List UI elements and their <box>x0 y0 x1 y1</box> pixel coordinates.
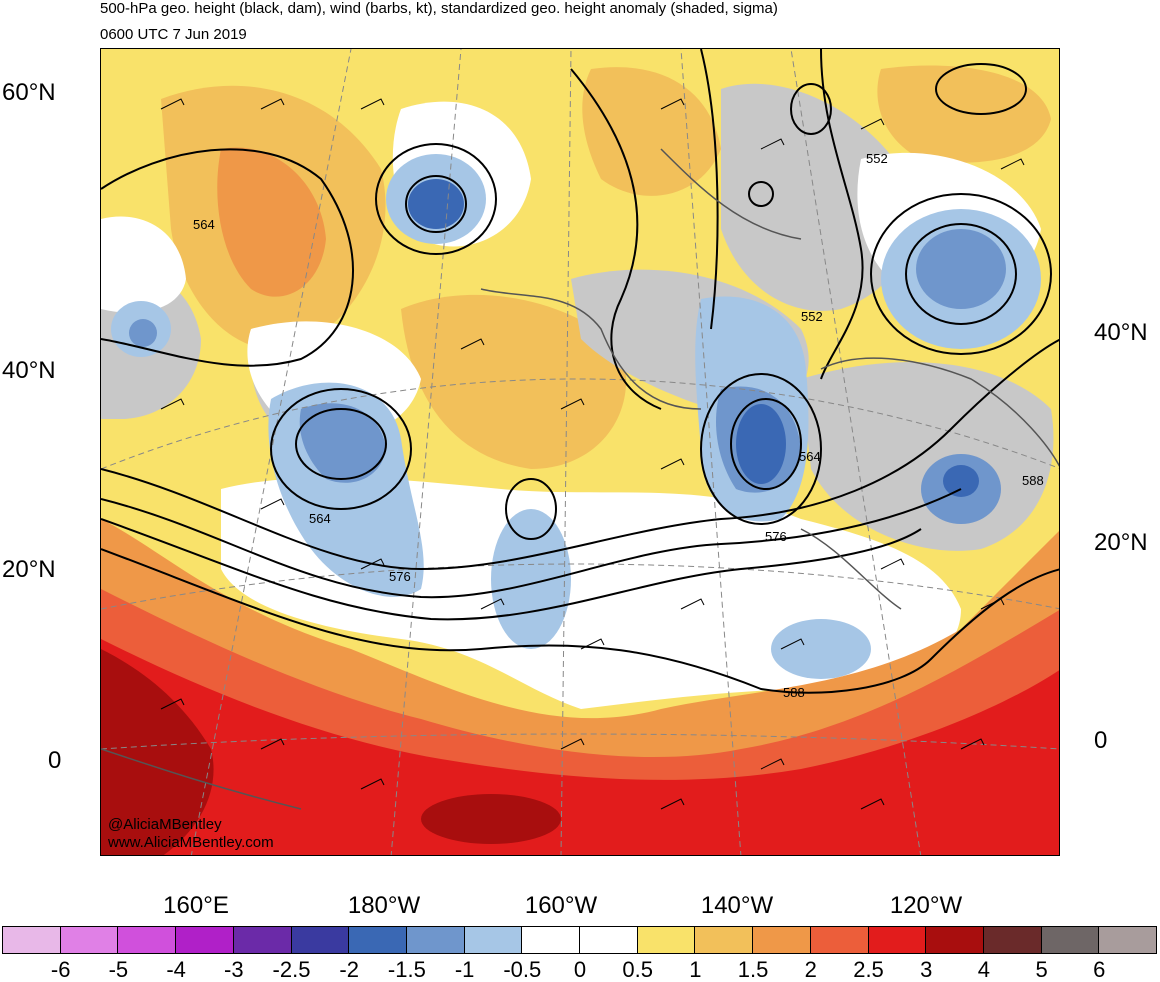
anomaly-fill-darkred-west <box>101 649 214 855</box>
anomaly-fill-orange-north <box>582 67 721 196</box>
colorbar-tick-label: 2 <box>804 957 817 982</box>
lat-label-left-60n: 60°N <box>2 79 56 106</box>
colorbar-tick-label: -0.5 <box>503 957 542 982</box>
colorbar-tick-label: -6 <box>50 957 71 982</box>
lat-label-left-20n: 20°N <box>2 556 56 583</box>
colorbar-swatch <box>463 926 523 954</box>
colorbar-tick-label: 1.5 <box>737 957 769 982</box>
anomaly-fill-grey-north <box>721 83 913 311</box>
valid-time: 0600 UTC 7 Jun 2019 <box>100 26 247 43</box>
weather-map: 564 552 552 564 564 576 576 588 588 <box>101 49 1059 855</box>
contour-label: 588 <box>783 685 805 700</box>
colorbar-tick-label: -1 <box>454 957 475 982</box>
anomaly-fill-blue-gulf-center <box>736 404 786 484</box>
watermark-url: www.AliciaMBentley.com <box>108 834 274 851</box>
colorbar-tick-label: 2.5 <box>853 957 884 982</box>
colorbar-tick-label: 4 <box>977 957 991 982</box>
lat-label-right-40n: 40°N <box>1094 319 1148 346</box>
height-contours <box>101 49 1059 694</box>
map-title: 500-hPa geo. height (black, dam), wind (… <box>100 0 778 17</box>
anomaly-fill-blue-south <box>771 619 871 679</box>
anomaly-fill-orange-center <box>401 294 627 469</box>
lat-label-left-0: 0 <box>48 747 62 774</box>
contour-label: 552 <box>866 151 888 166</box>
contour-label: 552 <box>801 309 823 324</box>
anomaly-fill-orange-nw-core <box>217 147 326 297</box>
colorbar-tick-label: -2 <box>339 957 359 982</box>
lat-label-right-20n: 20°N <box>1094 529 1148 556</box>
colorbar-swatch <box>1098 926 1158 954</box>
colorbar-tick-label: -2.5 <box>272 957 311 982</box>
anomaly-fill-orange-ne <box>877 65 1051 163</box>
colorbar-swatch <box>867 926 927 954</box>
colorbar-tick-label: -1.5 <box>387 957 426 982</box>
colorbar-tick-label: 3 <box>920 957 933 982</box>
watermark: @AliciaMBentley www.AliciaMBentley.com <box>108 816 274 852</box>
lat-label-left-40n: 40°N <box>2 357 56 384</box>
colorbar-swatch <box>982 926 1042 954</box>
colorbar-tick-label: -4 <box>166 957 186 982</box>
contour-labels: 564 552 552 564 564 576 576 588 588 <box>193 151 1044 700</box>
anomaly-fill-blue-west-core <box>129 319 157 347</box>
lon-label-180w: 180°W <box>347 892 421 919</box>
colorbar-swatch <box>925 926 984 954</box>
watermark-handle: @AliciaMBentley <box>108 816 222 833</box>
anomaly-fill-white-nw <box>101 216 186 313</box>
contour-label: 564 <box>309 511 331 526</box>
lat-label-right-0: 0 <box>1094 727 1108 754</box>
lon-label-160w: 160°W <box>524 892 598 919</box>
contour-label: 564 <box>193 217 215 232</box>
anomaly-fill-red-south <box>101 639 1059 855</box>
coastlines <box>101 148 1059 810</box>
anomaly-fill-blue-se-core <box>943 465 979 497</box>
colorbar-swatch <box>175 926 234 954</box>
lon-label-120w: 120°W <box>889 892 963 919</box>
colorbar-tick-label: -3 <box>224 957 244 982</box>
colorbar <box>2 926 1158 954</box>
colorbar-swatch <box>1040 926 1100 954</box>
colorbar-swatch <box>290 926 350 954</box>
colorbar-swatch <box>636 926 696 954</box>
colorbar-tick-label: 1 <box>689 957 702 982</box>
anomaly-fill-blue-low-north-core <box>408 179 464 229</box>
colorbar-tick-label: 5 <box>1035 957 1048 982</box>
colorbar-swatch <box>348 926 407 954</box>
colorbar-swatch <box>579 926 638 954</box>
lon-label-140w: 140°W <box>700 892 774 919</box>
colorbar-swatch <box>694 926 754 954</box>
anomaly-fill-blue-central-core <box>299 403 386 483</box>
colorbar-tick-label: 0 <box>573 957 587 982</box>
anomaly-fill-darkred-center <box>421 794 561 844</box>
anomaly-fill-blue-ne-core <box>916 229 1006 309</box>
colorbar-tick-label: 0.5 <box>622 957 653 982</box>
colorbar-swatch <box>117 926 177 954</box>
colorbar-tick-label: -5 <box>108 957 129 982</box>
colorbar-tick-label: 6 <box>1093 957 1106 982</box>
map-panel: 564 552 552 564 564 576 576 588 588 @Ali… <box>100 48 1060 856</box>
colorbar-swatch <box>2 926 61 954</box>
colorbar-swatch <box>232 926 292 954</box>
contour-label: 576 <box>389 569 411 584</box>
colorbar-swatch <box>521 926 581 954</box>
colorbar-swatch <box>752 926 811 954</box>
lon-label-160e: 160°E <box>163 892 229 919</box>
contour-label: 588 <box>1022 473 1044 488</box>
colorbar-swatch <box>59 926 119 954</box>
wind-barbs <box>160 98 1025 810</box>
anomaly-fill-blue-mid <box>491 509 571 649</box>
colorbar-swatch <box>809 926 869 954</box>
contour-label: 576 <box>765 529 787 544</box>
colorbar-swatch <box>405 926 465 954</box>
contour-label: 564 <box>799 449 821 464</box>
